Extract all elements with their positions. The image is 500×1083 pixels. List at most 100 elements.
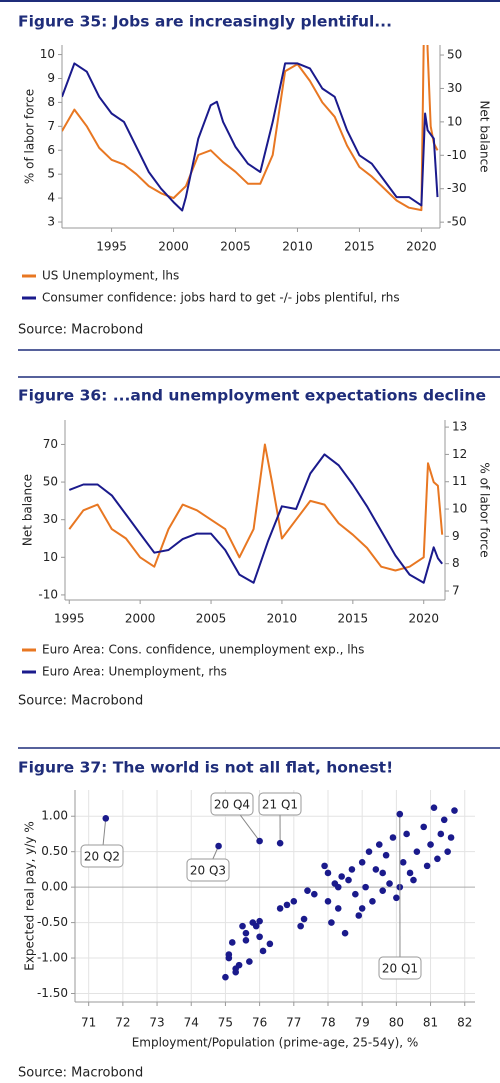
point xyxy=(328,919,335,926)
annotation-label: 20 Q4 xyxy=(214,798,250,812)
point xyxy=(259,947,267,955)
legend-label: Consumer confidence: jobs hard to get -/… xyxy=(42,291,400,305)
point xyxy=(228,939,236,946)
x-tick-label: 2005 xyxy=(196,612,227,626)
point xyxy=(420,823,428,831)
point xyxy=(256,933,263,941)
point xyxy=(256,917,263,925)
y-tick-label: 50 xyxy=(43,475,58,489)
y-axis-label: Net balance xyxy=(21,474,35,546)
y2-tick-label: 10 xyxy=(452,502,467,516)
point xyxy=(324,898,332,905)
x-tick-label: 1995 xyxy=(96,240,127,254)
point xyxy=(410,876,417,884)
point xyxy=(372,866,380,873)
plot-area xyxy=(68,443,444,584)
point xyxy=(358,905,366,912)
point xyxy=(369,898,376,905)
y-axis-label: Expected real pay, y/y % xyxy=(23,821,37,971)
x-tick-label: 79 xyxy=(355,1016,370,1030)
y2-tick-label: -50 xyxy=(447,215,467,229)
y-tick-label: -0.50 xyxy=(37,915,68,929)
x-tick-label: 78 xyxy=(320,1016,335,1030)
point xyxy=(355,912,363,919)
chart-title: Figure 35: Jobs are increasingly plentif… xyxy=(18,13,392,31)
point xyxy=(437,830,445,838)
x-tick-label: 74 xyxy=(184,1016,199,1030)
y-tick-label: 30 xyxy=(43,512,58,526)
x-tick-label: 2000 xyxy=(125,612,156,626)
series-line xyxy=(68,453,443,584)
point xyxy=(348,866,356,873)
point xyxy=(375,841,383,848)
annotation-box xyxy=(378,956,422,980)
point xyxy=(242,929,250,937)
y2-tick-label: 11 xyxy=(452,474,467,488)
series-line xyxy=(62,62,439,212)
point xyxy=(393,894,400,902)
y-tick-label: -10 xyxy=(38,587,58,601)
y-tick-label: 10 xyxy=(40,47,55,61)
annotation-label: 20 Q1 xyxy=(382,962,418,976)
y-tick-label: 8 xyxy=(47,95,55,109)
source: Source: Macrobond xyxy=(18,323,143,338)
point xyxy=(423,862,431,870)
y2-tick-label: 7 xyxy=(452,583,460,597)
source: Source: Macrobond xyxy=(18,1066,143,1081)
y2-tick-label: 12 xyxy=(452,447,467,461)
annotation-label: 21 Q1 xyxy=(262,798,298,812)
point xyxy=(324,869,332,877)
x-tick-label: 77 xyxy=(286,1016,301,1030)
annotation-label: 20 Q3 xyxy=(190,864,226,878)
x-tick-label: 72 xyxy=(115,1016,130,1030)
point xyxy=(321,862,328,870)
point xyxy=(447,834,455,841)
point xyxy=(434,855,441,863)
y2-tick-label: 9 xyxy=(452,529,460,543)
point xyxy=(311,890,318,898)
plot-area xyxy=(62,45,439,212)
annotation-box xyxy=(258,792,302,816)
y-tick-label: 1.00 xyxy=(41,809,68,823)
y-tick-label: -1.50 xyxy=(37,986,68,1000)
point xyxy=(362,883,369,891)
x-tick-label: 71 xyxy=(81,1016,96,1030)
y-tick-label: 0.50 xyxy=(41,844,68,858)
point xyxy=(440,816,448,824)
point xyxy=(246,958,253,965)
point xyxy=(406,869,414,877)
annotation-box xyxy=(210,792,254,816)
series-line xyxy=(68,443,444,572)
annotation-box xyxy=(80,844,124,868)
y-axis-label: % of labor force xyxy=(23,89,37,184)
y2-tick-label: -10 xyxy=(447,148,467,162)
point xyxy=(252,922,260,930)
point xyxy=(386,880,393,887)
point xyxy=(300,915,308,923)
legend-label: Euro Area: Cons. confidence, unemploymen… xyxy=(42,643,364,657)
x-tick-label: 2005 xyxy=(220,240,251,254)
y2-tick-label: -30 xyxy=(447,181,467,195)
x-tick-label: 2010 xyxy=(267,612,298,626)
x-tick-label: 76 xyxy=(252,1016,267,1030)
point xyxy=(358,859,366,866)
x-axis-label: Employment/Population (prime-age, 25-54y… xyxy=(132,1036,419,1050)
point xyxy=(102,815,110,822)
point xyxy=(222,973,229,981)
y-tick-label: 9 xyxy=(47,71,55,85)
point xyxy=(430,804,438,812)
y-tick-label: 5 xyxy=(47,167,55,181)
y2-tick-label: 30 xyxy=(447,81,462,95)
x-tick-label: 2015 xyxy=(338,612,369,626)
y-tick-label: 3 xyxy=(47,215,55,229)
y-tick-label: 70 xyxy=(43,437,58,451)
point xyxy=(379,887,386,894)
point xyxy=(341,929,349,937)
series-line xyxy=(62,45,439,212)
x-tick-label: 73 xyxy=(149,1016,164,1030)
point xyxy=(256,837,263,845)
y-tick-label: 4 xyxy=(47,191,55,205)
x-tick-label: 80 xyxy=(389,1016,404,1030)
point xyxy=(334,883,342,891)
